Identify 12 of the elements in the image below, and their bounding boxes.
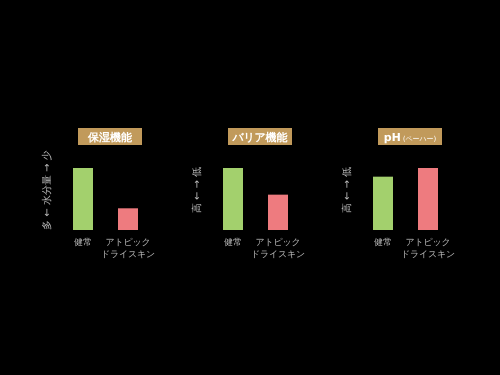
chart-title: バリア機能 <box>232 131 288 144</box>
x-tick-label: 健常 <box>374 237 392 248</box>
x-tick-label: 健常 <box>74 237 92 248</box>
chart-title: pH <box>384 131 401 144</box>
x-tick-label: 健常 <box>224 237 242 248</box>
y-axis-title: 多 ← 水分量 → 少 <box>41 150 53 230</box>
x-tick-label: アトピックドライスキン <box>401 237 455 260</box>
x-tick-label: アトピックドライスキン <box>101 237 155 260</box>
chart-title: 保湿機能 <box>87 131 133 144</box>
x-tick-label: アトピックドライスキン <box>251 237 305 260</box>
y-axis-title: 高 ← → 低 <box>191 166 203 214</box>
y-axis-title: 高 ← → 低 <box>341 166 353 214</box>
